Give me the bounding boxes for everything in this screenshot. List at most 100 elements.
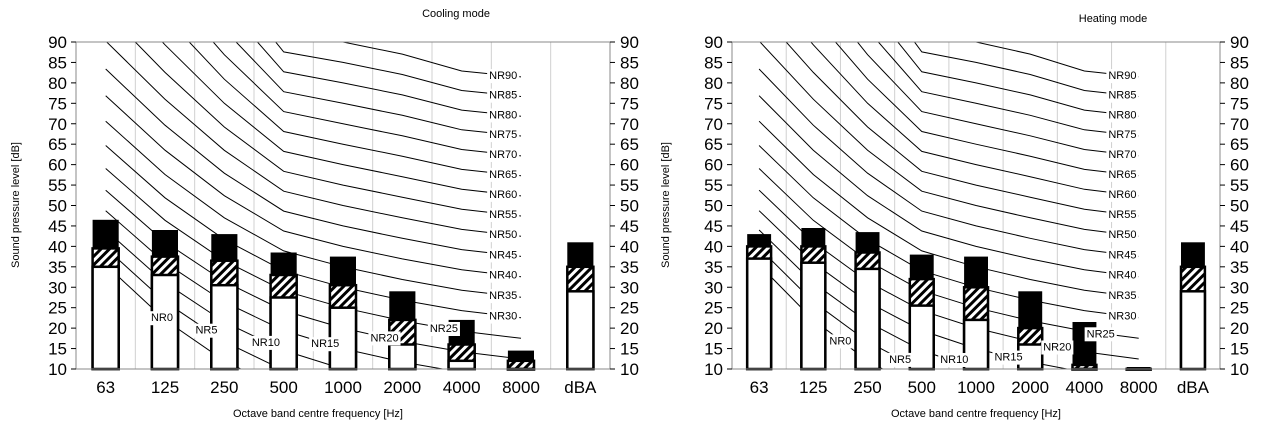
y-tick-label-left: 55	[48, 176, 67, 195]
nr-label: NR15	[994, 352, 1022, 364]
nr-curve-line	[973, 42, 1139, 78]
nr-label: NR90	[1108, 70, 1136, 82]
x-tick-label: 4000	[1066, 378, 1104, 397]
y-tick-label-right: 15	[620, 340, 639, 359]
x-tick-label: dBA	[564, 378, 597, 397]
y-tick-label-left: 35	[48, 258, 67, 277]
nr-label: NR30	[1108, 311, 1136, 323]
y-tick-label-right: 25	[1230, 299, 1249, 318]
nr-label-bg	[887, 352, 914, 367]
y-tick-label-left: 65	[48, 135, 67, 154]
x-tick-label: 8000	[1120, 378, 1158, 397]
nr-label-bg	[487, 88, 520, 103]
nr-curve-line	[913, 42, 1139, 97]
nr-label: NR35	[489, 290, 517, 302]
x-tick-label: 63	[750, 378, 769, 397]
nr-label: NR0	[829, 335, 851, 347]
x-tick-label: 500	[269, 378, 297, 397]
nr-label: NR65	[1108, 169, 1136, 181]
y-tick-label-right: 45	[1230, 217, 1249, 236]
open-bar	[908, 304, 935, 371]
nr-curve-line	[105, 120, 522, 298]
nr-label: NR5	[195, 325, 217, 337]
nr-label: NR45	[1108, 249, 1136, 261]
chart-title: Cooling mode	[422, 8, 490, 20]
y-tick-label-right: 60	[620, 156, 639, 175]
open-bar	[745, 257, 773, 371]
nr-label: NR55	[1108, 209, 1136, 221]
nr-curve-line	[759, 42, 1139, 237]
y-tick-label-left: 20	[48, 319, 67, 338]
y-tick-label-right: 70	[1230, 115, 1249, 134]
x-axis-label: Octave band centre frequency [Hz]	[233, 408, 403, 420]
y-tick-label-left: 15	[704, 340, 723, 359]
y-tick-label-right: 90	[620, 33, 639, 52]
nr-label-bg	[148, 311, 176, 326]
y-tick-label-left: 85	[704, 53, 723, 72]
open-bar	[388, 343, 417, 371]
y-tick-label-left: 55	[704, 176, 723, 195]
nr-label: NR60	[489, 189, 517, 201]
nr-label-bg	[1106, 248, 1139, 263]
nr-label-bg	[827, 334, 854, 349]
nr-label-bg	[1041, 340, 1074, 355]
nr-label-bg	[368, 331, 401, 346]
y-tick-label-left: 25	[48, 299, 67, 318]
nr-label: NR90	[489, 70, 517, 82]
heating-mode-chart: Heating mode Octave band centre frequenc…	[660, 13, 1249, 420]
nr-label: NR40	[1108, 270, 1136, 282]
nr-label: NR10	[252, 337, 280, 349]
y-tick-label-right: 15	[1230, 340, 1249, 359]
nr-label: NR25	[1087, 328, 1115, 340]
y-tick-label-right: 35	[1230, 258, 1249, 277]
nr-curve-line	[785, 42, 1139, 217]
nr-label: NR40	[489, 270, 517, 282]
nr-label: NR10	[940, 354, 968, 366]
nr-label-bg	[1106, 148, 1139, 162]
nr-label: NR70	[1108, 149, 1136, 161]
nr-curve-line	[161, 42, 522, 197]
nr-label: NR0	[151, 312, 173, 324]
nr-label: NR80	[1108, 109, 1136, 121]
y-tick-label-right: 75	[1230, 94, 1249, 113]
y-tick-label-right: 35	[620, 258, 639, 277]
nr-label: NR35	[1108, 290, 1136, 302]
y-tick-label-right: 80	[620, 74, 639, 93]
nr-curve-line	[877, 42, 1139, 137]
y-tick-label-left: 75	[48, 94, 67, 113]
y-tick-label-left: 40	[48, 237, 67, 256]
cooling-mode-chart: Cooling mode Octave band centre frequenc…	[10, 8, 639, 420]
y-tick-label-right: 10	[1230, 360, 1249, 379]
nr-label-bg	[1084, 327, 1117, 342]
y-tick-label-right: 45	[620, 217, 639, 236]
nr-label-bg	[487, 228, 520, 243]
y-tick-label-right: 30	[1230, 278, 1249, 297]
nr-curve-line	[758, 95, 1139, 278]
x-tick-label: 2000	[383, 378, 421, 397]
nr-label: NR5	[889, 354, 911, 366]
x-tick-label: 1000	[324, 378, 362, 397]
y-tick-label-left: 60	[704, 156, 723, 175]
nr-label-bg	[487, 289, 520, 304]
nr-curve-line	[758, 145, 1139, 319]
nr-curve-line	[758, 68, 1139, 257]
nr-label: NR20	[370, 332, 398, 344]
y-axis-label: Sound pressure level [dB]	[660, 142, 672, 268]
x-tick-label: 1000	[957, 378, 995, 397]
nr-label: NR60	[1108, 189, 1136, 201]
nr-label-bg	[487, 69, 520, 84]
nr-curve-line	[758, 120, 1139, 298]
y-tick-label-left: 70	[48, 115, 67, 134]
y-tick-label-left: 90	[704, 33, 723, 52]
nr-label-bg	[1106, 309, 1139, 324]
y-tick-label-left: 60	[48, 156, 67, 175]
nr-label: NR50	[1108, 229, 1136, 241]
nr-curve-line	[897, 42, 1139, 117]
nr-label-bg	[487, 128, 520, 143]
x-tick-label: 125	[799, 378, 827, 397]
y-tick-label-left: 40	[704, 237, 723, 256]
x-tick-label: 250	[853, 378, 881, 397]
y-tick-label-left: 30	[704, 278, 723, 297]
nr-label-bg	[487, 108, 520, 123]
